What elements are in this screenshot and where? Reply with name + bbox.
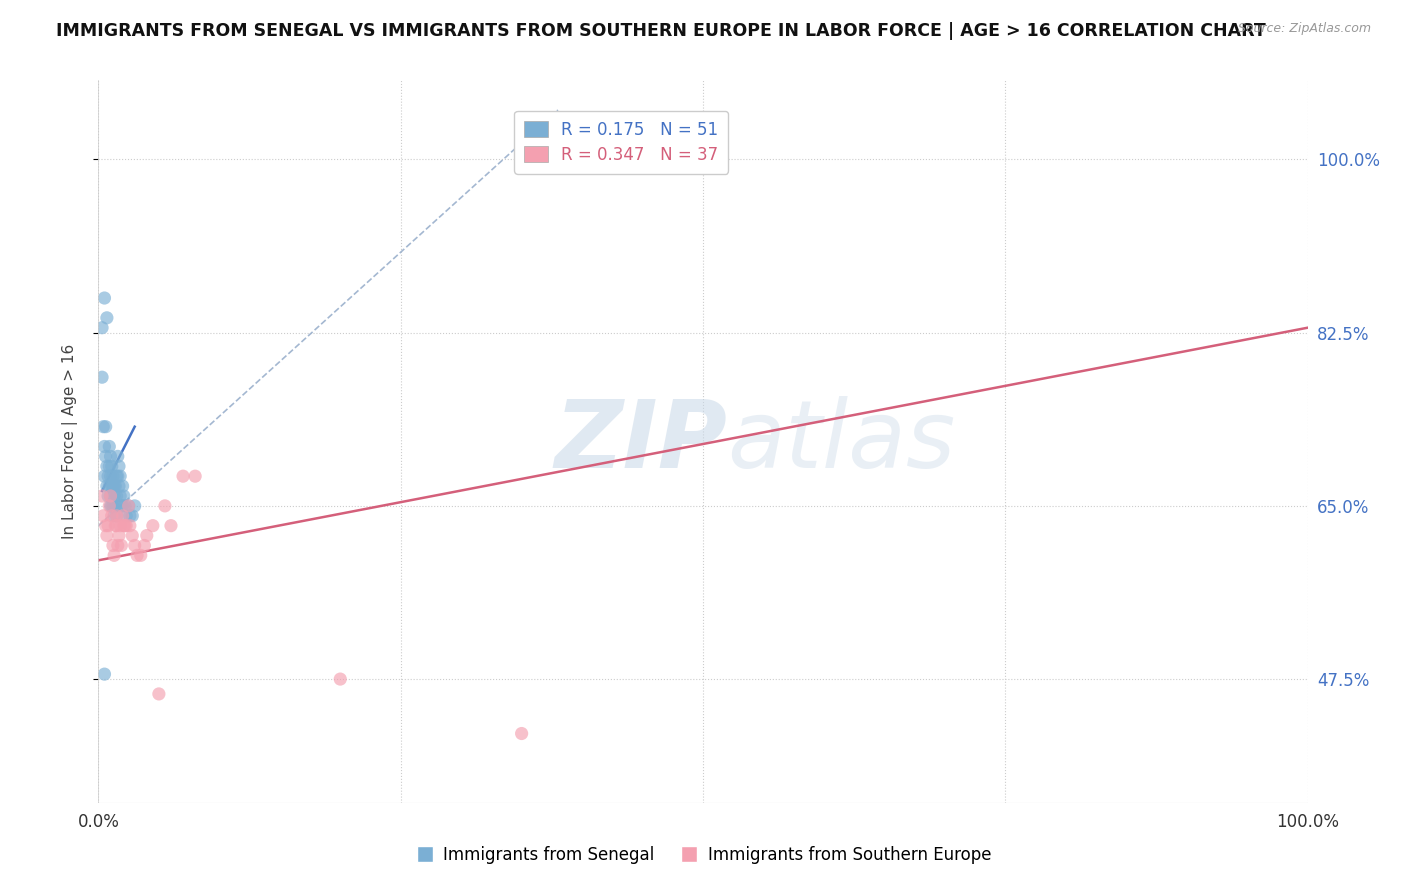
- Point: [101, 539, 124, 553]
- Point: [112, 489, 135, 503]
- Point: [160, 518, 183, 533]
- Point: [103, 508, 125, 523]
- Point: [91, 370, 114, 384]
- Point: [96, 310, 118, 325]
- Point: [105, 469, 128, 483]
- Y-axis label: In Labor Force | Age > 16: In Labor Force | Age > 16: [62, 344, 77, 539]
- Point: [148, 687, 170, 701]
- Point: [118, 499, 141, 513]
- Legend: R = 0.175   N = 51, R = 0.347   N = 37: R = 0.175 N = 51, R = 0.347 N = 37: [515, 111, 728, 174]
- Point: [108, 489, 131, 503]
- Point: [100, 499, 122, 513]
- Point: [103, 549, 125, 563]
- Point: [98, 440, 121, 454]
- Point: [98, 499, 121, 513]
- Text: IMMIGRANTS FROM SENEGAL VS IMMIGRANTS FROM SOUTHERN EUROPE IN LABOR FORCE | AGE : IMMIGRANTS FROM SENEGAL VS IMMIGRANTS FR…: [56, 22, 1265, 40]
- Point: [118, 508, 141, 523]
- Point: [100, 459, 122, 474]
- Point: [121, 508, 143, 523]
- Point: [329, 672, 352, 686]
- Point: [105, 518, 128, 533]
- Point: [100, 450, 122, 464]
- Point: [108, 518, 131, 533]
- Point: [101, 469, 124, 483]
- Point: [510, 726, 533, 740]
- Text: ZIP: ZIP: [554, 395, 727, 488]
- Point: [111, 508, 134, 523]
- Point: [124, 499, 146, 513]
- Point: [184, 469, 207, 483]
- Point: [118, 499, 141, 513]
- Point: [108, 528, 131, 542]
- Point: [127, 549, 149, 563]
- Point: [94, 518, 117, 533]
- Point: [91, 320, 114, 334]
- Point: [98, 459, 121, 474]
- Point: [110, 499, 132, 513]
- Point: [100, 469, 122, 483]
- Point: [93, 291, 115, 305]
- Point: [121, 528, 143, 542]
- Point: [111, 479, 134, 493]
- Point: [104, 499, 127, 513]
- Point: [142, 518, 165, 533]
- Point: [108, 469, 131, 483]
- Point: [108, 479, 131, 493]
- Point: [100, 499, 122, 513]
- Point: [103, 479, 125, 493]
- Point: [107, 450, 129, 464]
- Point: [110, 539, 132, 553]
- Point: [101, 499, 124, 513]
- Point: [112, 518, 135, 533]
- Point: [103, 489, 125, 503]
- Point: [93, 667, 115, 681]
- Point: [100, 489, 122, 503]
- Point: [93, 469, 115, 483]
- Point: [91, 489, 114, 503]
- Point: [96, 479, 118, 493]
- Point: [107, 539, 129, 553]
- Point: [114, 518, 136, 533]
- Point: [105, 508, 128, 523]
- Point: [134, 539, 156, 553]
- Point: [118, 518, 141, 533]
- Point: [96, 459, 118, 474]
- Point: [101, 479, 124, 493]
- Point: [115, 518, 138, 533]
- Point: [100, 479, 122, 493]
- Point: [129, 549, 152, 563]
- Point: [104, 518, 127, 533]
- Text: Source: ZipAtlas.com: Source: ZipAtlas.com: [1237, 22, 1371, 36]
- Point: [105, 489, 128, 503]
- Point: [100, 489, 122, 503]
- Point: [105, 508, 128, 523]
- Point: [98, 479, 121, 493]
- Point: [124, 539, 146, 553]
- Point: [108, 459, 131, 474]
- Point: [135, 528, 157, 542]
- Point: [114, 499, 136, 513]
- Point: [96, 528, 118, 542]
- Point: [111, 499, 134, 513]
- Point: [104, 479, 127, 493]
- Point: [172, 469, 194, 483]
- Point: [153, 499, 176, 513]
- Point: [97, 518, 120, 533]
- Text: atlas: atlas: [727, 396, 956, 487]
- Point: [93, 440, 115, 454]
- Point: [97, 489, 120, 503]
- Point: [91, 508, 114, 523]
- Point: [107, 469, 129, 483]
- Point: [115, 508, 138, 523]
- Point: [91, 419, 114, 434]
- Point: [97, 469, 120, 483]
- Point: [94, 450, 117, 464]
- Point: [94, 419, 117, 434]
- Legend: Immigrants from Senegal, Immigrants from Southern Europe: Immigrants from Senegal, Immigrants from…: [408, 839, 998, 871]
- Point: [100, 508, 122, 523]
